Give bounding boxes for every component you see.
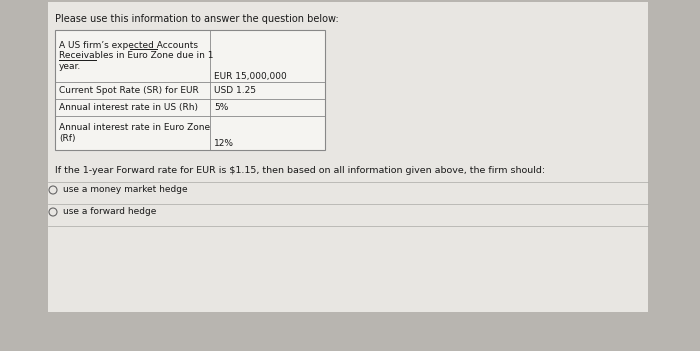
Text: 12%: 12%: [214, 139, 234, 148]
Text: Annual interest rate in US (Rh): Annual interest rate in US (Rh): [59, 103, 198, 112]
Text: Current Spot Rate (SR) for EUR: Current Spot Rate (SR) for EUR: [59, 86, 199, 95]
Text: year.: year.: [59, 62, 81, 71]
Text: use a money market hedge: use a money market hedge: [63, 185, 188, 194]
Bar: [48, 2, 648, 312]
Bar: [55, 30, 325, 150]
Text: EUR 15,000,000: EUR 15,000,000: [214, 72, 287, 80]
Text: use a forward hedge: use a forward hedge: [63, 207, 156, 217]
Text: A US firm’s expected Accounts: A US firm’s expected Accounts: [59, 41, 198, 50]
Text: 5%: 5%: [214, 103, 228, 112]
Text: Receivables in Euro Zone due in 1: Receivables in Euro Zone due in 1: [59, 52, 214, 60]
Text: If the 1-year Forward rate for EUR is $1.15, then based on all information given: If the 1-year Forward rate for EUR is $1…: [55, 166, 545, 175]
Text: (Rf): (Rf): [59, 134, 76, 143]
Text: USD 1.25: USD 1.25: [214, 86, 256, 95]
Text: Annual interest rate in Euro Zone: Annual interest rate in Euro Zone: [59, 123, 210, 132]
Text: Please use this information to answer the question below:: Please use this information to answer th…: [55, 14, 339, 24]
